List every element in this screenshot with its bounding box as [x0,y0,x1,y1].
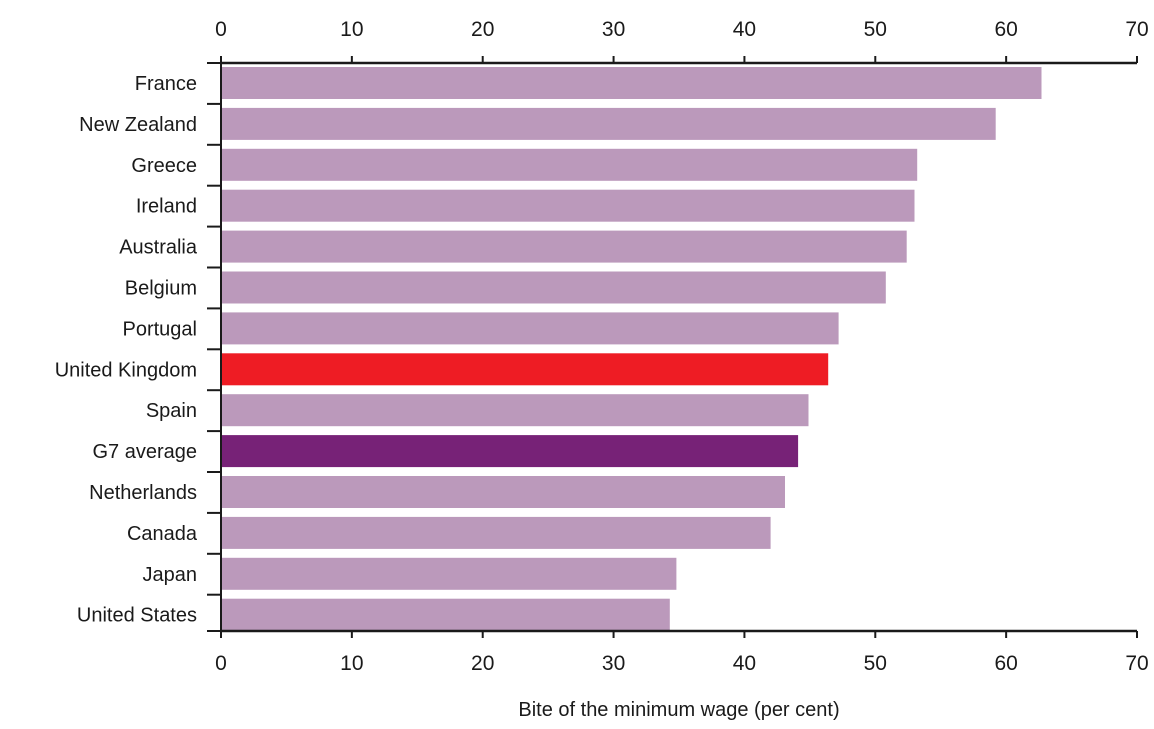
category-label: Spain [146,400,197,422]
category-label: Greece [131,155,197,177]
x-tick-label-top: 50 [864,18,887,41]
category-label: Japan [143,564,198,586]
x-tick-label-bottom: 70 [1125,652,1148,675]
bars-group [221,67,1042,631]
x-axis-title: Bite of the minimum wage (per cent) [518,699,839,721]
category-label: Netherlands [89,482,197,504]
category-label: G7 average [92,441,197,463]
x-tick-label-top: 70 [1125,18,1148,41]
category-label: New Zealand [79,114,197,136]
bar-france [221,67,1042,99]
x-tick-label-bottom: 10 [340,652,363,675]
category-label: Canada [127,523,198,545]
category-label: United States [77,605,197,627]
x-tick-label-bottom: 0 [215,652,227,675]
x-tick-label-top: 30 [602,18,625,41]
category-labels: France New Zealand Greece Ireland Australia B… [55,73,198,627]
x-tick-label-top: 20 [471,18,494,41]
axes-group: 0 0 10 10 20 20 30 30 40 40 50 50 60 60 70 70 [207,18,1149,675]
bar-belgium [221,271,886,304]
category-label: Australia [119,237,198,259]
category-label: Belgium [125,278,197,300]
x-tick-label-bottom: 30 [602,652,625,675]
bar-ireland [221,189,915,222]
bar-united-states [221,598,670,631]
x-tick-label-bottom: 40 [733,652,756,675]
bar-japan [221,557,677,590]
x-tick-label-bottom: 20 [471,652,494,675]
x-tick-label-top: 10 [340,18,363,41]
bar-g7-average [221,435,799,468]
bar-new-zealand [221,107,996,140]
x-tick-label-top: 0 [215,18,227,41]
category-label: Portugal [123,318,198,340]
bar-united-kingdom [221,353,829,386]
category-label: Ireland [136,196,197,218]
bar-netherlands [221,476,785,508]
category-label: France [135,73,197,95]
bar-portugal [221,312,839,345]
x-tick-label-top: 60 [994,18,1017,41]
bar-spain [221,394,809,427]
x-tick-label-bottom: 60 [994,652,1017,675]
x-tick-label-bottom: 50 [864,652,887,675]
bar-australia [221,230,907,263]
bar-greece [221,148,918,181]
category-label: United Kingdom [55,359,197,381]
bar-canada [221,516,771,549]
x-tick-label-top: 40 [733,18,756,41]
